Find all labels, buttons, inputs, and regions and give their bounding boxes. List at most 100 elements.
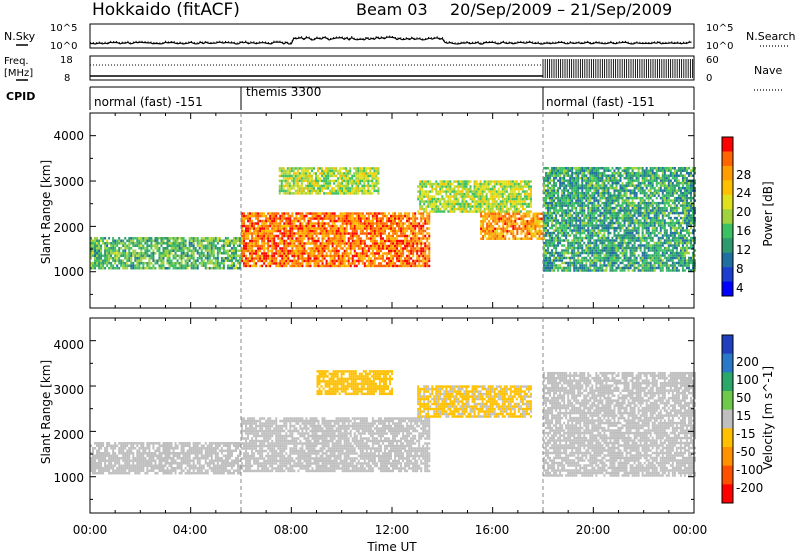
power-echo-cell [301, 262, 303, 264]
power-echo-cell [377, 182, 379, 184]
power-echo-cell [549, 202, 551, 204]
power-echo-cell [545, 199, 547, 201]
power-echo-cell [326, 235, 328, 237]
power-echo-cell [181, 264, 183, 266]
power-echo-cell [297, 187, 299, 189]
power-echo-cell [569, 259, 571, 261]
power-echo-cell [510, 220, 512, 222]
power-echo-cell [352, 255, 354, 257]
power-echo-cell [587, 167, 589, 169]
power-echo-cell [547, 239, 549, 241]
power-echo-cell [392, 225, 394, 227]
power-echo-cell [338, 217, 340, 219]
power-echo-cell [470, 198, 472, 200]
power-echo-cell [333, 172, 335, 174]
power-echo-cell [271, 255, 273, 257]
power-echo-cell [134, 254, 136, 256]
power-echo-cell [372, 215, 374, 217]
power-echo-cell [402, 235, 404, 237]
power-echo-cell [237, 245, 239, 247]
power-echo-cell [287, 167, 289, 169]
power-echo-cell [351, 192, 353, 194]
power-echo-cell [164, 250, 166, 252]
power-echo-cell [498, 235, 500, 237]
power-echo-cell [553, 229, 555, 231]
power-echo-cell [587, 197, 589, 199]
power-echo-cell [595, 239, 597, 241]
power-echo-cell [595, 264, 597, 266]
power-echo-cell [512, 230, 514, 232]
power-echo-cell [396, 225, 398, 227]
power-echo-cell [392, 227, 394, 229]
power-echo-cell [587, 187, 589, 189]
power-echo-cell [439, 183, 441, 185]
power-echo-cell [301, 237, 303, 239]
power-echo-cell [581, 237, 583, 239]
power-echo-cell [431, 203, 433, 205]
power-echo-cell [303, 190, 305, 192]
power-echo-cell [593, 184, 595, 186]
power-echo-cell [573, 227, 575, 229]
power-echo-cell [297, 225, 299, 227]
power-echo-cell [398, 255, 400, 257]
power-echo-cell [374, 260, 376, 262]
power-echo-cell [424, 262, 426, 264]
power-echo-cell [287, 225, 289, 227]
power-echo-cell [589, 237, 591, 239]
power-echo-cell [518, 225, 520, 227]
power-echo-cell [398, 230, 400, 232]
power-echo-cell [108, 247, 110, 249]
power-echo-cell [553, 177, 555, 179]
power-echo-cell [431, 188, 433, 190]
power-echo-cell [445, 203, 447, 205]
power-echo-cell [429, 198, 431, 200]
power-echo-cell [510, 218, 512, 220]
power-echo-cell [235, 267, 237, 269]
power-echo-cell [516, 230, 518, 232]
power-echo-cell [502, 215, 504, 217]
power-echo-cell [128, 247, 130, 249]
power-echo-cell [311, 235, 313, 237]
power-echo-cell [315, 245, 317, 247]
power-echo-cell [269, 222, 271, 224]
power-echo-cell [461, 180, 463, 182]
power-echo-cell [237, 262, 239, 264]
power-echo-cell [211, 267, 213, 269]
power-echo-cell [150, 247, 152, 249]
nsky-frame [90, 24, 694, 48]
power-echo-cell [424, 222, 426, 224]
power-echo-cell [199, 242, 201, 244]
power-echo-cell [311, 227, 313, 229]
power-echo-cell [162, 254, 164, 256]
power-echo-cell [380, 247, 382, 249]
power-echo-cell [293, 235, 295, 237]
power-echo-cell [439, 203, 441, 205]
power-echo-cell [130, 247, 132, 249]
power-echo-cell [360, 232, 362, 234]
power-echo-cell [498, 195, 500, 197]
power-echo-cell [142, 264, 144, 266]
power-echo-cell [506, 188, 508, 190]
power-echo-cell [342, 217, 344, 219]
power-echo-cell [225, 237, 227, 239]
power-echo-cell [390, 225, 392, 227]
power-echo-cell [322, 230, 324, 232]
power-echo-cell [318, 262, 320, 264]
power-echo-cell [506, 220, 508, 222]
power-echo-cell [307, 262, 309, 264]
power-echo-cell [199, 257, 201, 259]
power-echo-cell [116, 252, 118, 254]
power-echo-cell [520, 195, 522, 197]
power-echo-cell [269, 240, 271, 242]
power-echo-cell [428, 232, 430, 234]
power-echo-cell [451, 200, 453, 202]
power-echo-cell [577, 227, 579, 229]
power-echo-cell [581, 222, 583, 224]
power-echo-cell [465, 203, 467, 205]
power-echo-cell [443, 185, 445, 187]
power-echo-cell [265, 242, 267, 244]
power-echo-cell [514, 220, 516, 222]
power-echo-cell [344, 245, 346, 247]
power-echo-cell [92, 254, 94, 256]
power-echo-cell [140, 240, 142, 242]
